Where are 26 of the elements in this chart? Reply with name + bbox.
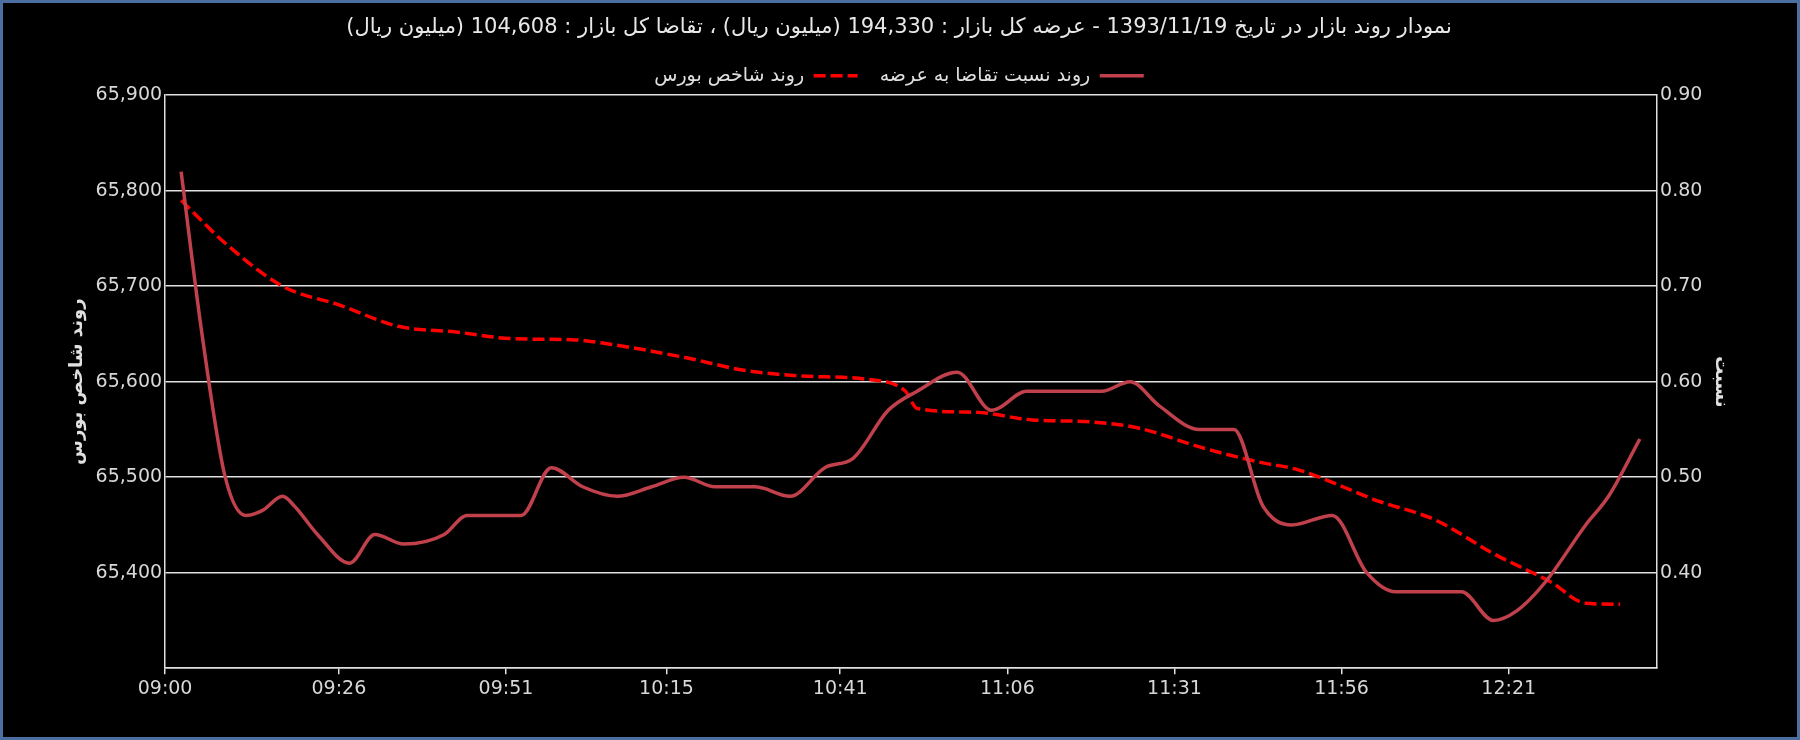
y2-tick-label: 0.80 — [1660, 177, 1703, 200]
x-tick-label: 10:41 — [812, 675, 868, 698]
y-tick-label: 65,400 — [95, 559, 163, 582]
y-tick-label: 65,500 — [95, 464, 163, 487]
y2-tick-label: 0.40 — [1660, 559, 1703, 582]
x-tick-label: 09:00 — [137, 675, 193, 698]
legend-label: روند شاخص بورس — [654, 62, 805, 86]
x-tick-label: 11:06 — [979, 675, 1035, 698]
x-tick-label: 11:31 — [1147, 675, 1202, 698]
y-tick-label: 65,800 — [95, 177, 163, 200]
x-tick-label: 10:15 — [639, 675, 694, 698]
x-tick-label: 09:26 — [311, 675, 367, 698]
y2-tick-label: 0.60 — [1660, 368, 1703, 391]
legend-label: روند نسبت تقاضا به عرضه — [879, 62, 1091, 86]
y-tick-label: 65,600 — [95, 368, 163, 391]
chart-title: نمودار روند بازار در تاریخ 1393/11/19 - عرضه کل بازار : 194,330 (میلیون ریال) ، تقاضا کل بازار : 104,608 (میلیون ریال) — [346, 14, 1452, 39]
y2-tick-label: 0.50 — [1660, 464, 1703, 487]
x-tick-label: 11:56 — [1314, 675, 1369, 698]
y-tick-label: 65,700 — [95, 273, 163, 296]
y2-tick-label: 0.90 — [1660, 82, 1703, 105]
y2-axis-title: نسبت — [1711, 355, 1733, 408]
x-tick-label: 09:51 — [478, 675, 534, 698]
y-tick-label: 65,900 — [95, 82, 163, 105]
x-tick-label: 12:21 — [1481, 675, 1537, 698]
y2-tick-label: 0.70 — [1660, 273, 1703, 296]
y-axis-title: روند شاخص بورس — [65, 298, 88, 465]
